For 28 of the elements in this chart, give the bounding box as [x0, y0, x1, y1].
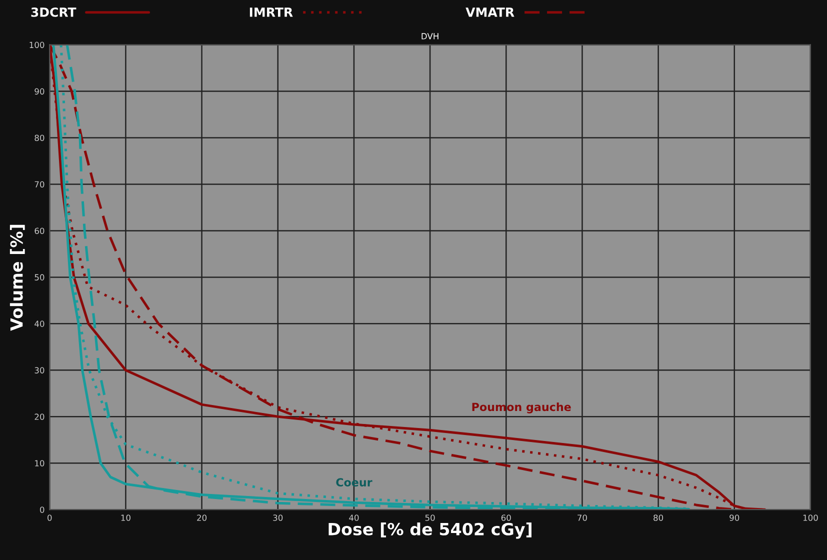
y-tick-label: 40: [34, 320, 44, 327]
x-tick-label: 70: [578, 514, 587, 521]
legend-label: IMRTR: [250, 8, 293, 17]
x-tick-label: 10: [121, 514, 130, 521]
y-tick-label: 30: [34, 367, 44, 374]
y-axis-title: Volume [%]: [10, 224, 25, 331]
x-tick-label: 30: [273, 514, 283, 521]
x-tick-label: 50: [425, 514, 435, 521]
y-tick-label: 60: [34, 228, 44, 234]
x-tick-label: 40: [349, 514, 359, 521]
x-tick-label: 0: [48, 514, 52, 521]
x-tick-label: 100: [803, 514, 818, 521]
x-axis-title: Dose [% de 5402 cGy]: [328, 522, 532, 539]
x-tick-label: 90: [730, 514, 740, 521]
y-tick-label: 100: [30, 42, 44, 48]
y-tick-label: 90: [34, 88, 44, 95]
y-tick-label: 50: [34, 274, 44, 280]
y-tick-label: 70: [34, 181, 44, 188]
chart-title: DVH: [422, 33, 438, 40]
y-tick-label: 80: [34, 134, 44, 142]
x-tick-label: 80: [654, 514, 664, 521]
legend-label: 3DCRT: [31, 7, 76, 17]
y-tick-label: 10: [35, 460, 44, 466]
y-tick-label: 20: [34, 414, 44, 420]
y-tick-label: 0: [40, 506, 44, 513]
x-tick-label: 20: [197, 514, 207, 521]
legend-label: VMATR: [466, 8, 514, 17]
x-tick-label: 60: [501, 514, 511, 521]
